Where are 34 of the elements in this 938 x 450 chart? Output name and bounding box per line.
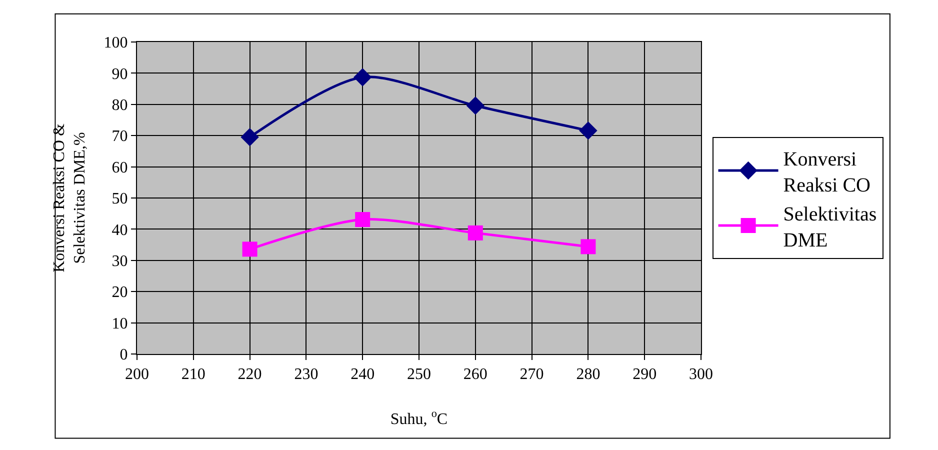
y-axis-title: Konversi Reaksi CO & Selektivitas DME,% bbox=[50, 123, 89, 272]
x-tick-label: 280 bbox=[576, 366, 600, 384]
point bbox=[580, 239, 596, 254]
y-tick-label: 40 bbox=[112, 222, 128, 239]
x-tick-label: 220 bbox=[238, 366, 262, 384]
x-axis-title: Suhu, $^{o}$C bbox=[390, 408, 448, 428]
y-tick-label: 70 bbox=[112, 128, 128, 146]
point bbox=[242, 242, 258, 257]
legend-label: Selektivitas DME bbox=[783, 203, 877, 252]
y-tick-label: 20 bbox=[112, 284, 128, 302]
x-tick-label: 230 bbox=[294, 366, 318, 384]
x-tick-label: 250 bbox=[407, 366, 431, 384]
x-tick-label: 260 bbox=[463, 366, 488, 384]
y-tick-label: 0 bbox=[120, 346, 128, 364]
point bbox=[355, 212, 370, 228]
y-tick-label: 30 bbox=[112, 253, 128, 270]
y-tick-label: 50 bbox=[112, 190, 128, 208]
point bbox=[579, 122, 598, 140]
x-tick-label: 200 bbox=[125, 366, 149, 384]
y-tick-label: 10 bbox=[112, 315, 128, 332]
x-tick-label: 270 bbox=[520, 366, 544, 384]
point bbox=[240, 128, 259, 146]
y-tick-label: 80 bbox=[112, 97, 128, 114]
point bbox=[466, 96, 484, 115]
x-tick-label: 240 bbox=[350, 366, 375, 384]
x-tick-label: 290 bbox=[632, 366, 657, 384]
x-tick-label: 210 bbox=[181, 366, 206, 384]
point bbox=[354, 68, 372, 86]
y-tick-label: 90 bbox=[112, 66, 128, 83]
y-tick-label: 100 bbox=[104, 34, 128, 52]
point bbox=[468, 225, 483, 240]
legend-label: Konversi Reaksi CO bbox=[783, 148, 870, 196]
y-tick-label: 60 bbox=[112, 159, 128, 176]
x-tick-label: 300 bbox=[689, 366, 713, 384]
